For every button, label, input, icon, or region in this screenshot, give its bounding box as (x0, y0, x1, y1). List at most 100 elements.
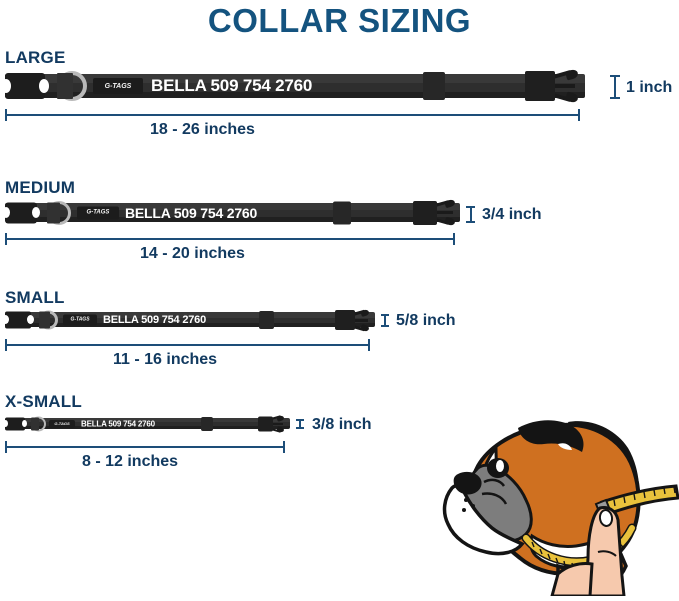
dog-ear-highlight (558, 443, 572, 450)
collar-end-tab (2, 311, 34, 328)
size-label-xsmall: X-SMALL (5, 392, 82, 411)
height-indicator-large (610, 75, 620, 99)
length-label-medium: 14 - 20 inches (140, 245, 245, 262)
length-dimension-line (5, 114, 580, 116)
length-dimension-cap-right (578, 109, 580, 121)
brand-logo-plate: G-TAGS (93, 78, 143, 94)
end-tab-notch (3, 420, 8, 427)
buckle-prong-mid (271, 423, 283, 425)
personalization-text: BELLA 509 754 2760 (125, 204, 258, 221)
strap-highlight (5, 74, 585, 84)
collar-end-tab (2, 202, 40, 223)
brand-logo-text: G-TAGS (54, 420, 70, 426)
width-label-xsmall: 3/8 inch (312, 416, 372, 433)
height-indicator-stem (299, 419, 301, 429)
strap-keeper (423, 72, 445, 100)
personalization-text: BELLA 509 754 2760 (81, 419, 155, 428)
strap-highlight (5, 418, 290, 423)
boxer-dog-icon (442, 420, 679, 598)
height-indicator-small (381, 314, 389, 327)
tape-tail-ticks (613, 486, 676, 507)
brand-logo-text: G-TAGS (104, 82, 132, 90)
height-indicator-medium (466, 206, 475, 223)
end-tab-notch (2, 315, 9, 324)
brand-logo-plate: G-TAGS (49, 419, 75, 428)
buckle-prong-mid (553, 84, 575, 88)
dog-whisker-dot (462, 508, 466, 512)
d-ring-strap-loop (31, 417, 39, 430)
page-title: COLLAR SIZING (207, 2, 472, 39)
height-indicator-cap-bottom (296, 427, 304, 429)
length-dimension-cap-left (5, 339, 7, 351)
collar-end-tab (3, 417, 27, 430)
end-tab-notch (22, 420, 27, 427)
height-indicator-stem (469, 206, 472, 223)
height-indicator-cap-top (466, 206, 475, 208)
height-indicator-cap-top (610, 75, 620, 77)
dog-muzzle-wrinkle (481, 492, 508, 505)
buckle-prong-mid (353, 319, 368, 322)
buckle-body (525, 71, 555, 101)
buckle-prong-mid (435, 211, 453, 214)
height-indicator-cap-top (296, 419, 304, 421)
height-indicator-stem (614, 75, 616, 99)
strap-keeper (201, 416, 213, 431)
brand-logo-plate: G-TAGS (77, 206, 119, 219)
size-label-small: SMALL (5, 288, 65, 307)
collar-graphic-large: G-TAGS BELLA 509 754 2760 (1, 68, 585, 104)
length-dimension-line (5, 238, 455, 240)
collar-graphic-small: G-TAGS BELLA 509 754 2760 (2, 309, 375, 332)
end-tab-notch (27, 315, 34, 324)
buckle-body (413, 200, 437, 225)
height-indicator-cap-bottom (610, 97, 620, 99)
dog-ear-top (518, 420, 584, 452)
collar-strap (5, 418, 290, 429)
collar-graphic-medium: G-TAGS BELLA 509 754 2760 (2, 198, 460, 227)
end-tab-notch (2, 207, 10, 218)
dog-muzzle-wrinkle (483, 478, 506, 487)
hand-fist (550, 562, 594, 598)
collar-end-tab (1, 73, 49, 99)
strap-keeper (333, 201, 351, 224)
strap-highlight (5, 203, 460, 211)
strap-shadow (5, 91, 585, 98)
brand-logo-plate: G-TAGS (63, 314, 97, 325)
length-dimension-cap-right (283, 441, 285, 453)
d-ring-strap-loop (57, 73, 73, 99)
height-indicator-xsmall (296, 419, 304, 429)
d-ring-strap-loop (39, 311, 50, 328)
length-dimension-line (5, 344, 370, 346)
length-dimension-cap-right (368, 339, 370, 351)
height-indicator-cap-top (381, 314, 389, 316)
dog-nose (453, 471, 482, 495)
length-dimension-cap-left (5, 441, 7, 453)
height-indicator-stem (384, 314, 386, 327)
strap-shadow (5, 426, 290, 429)
brand-logo-text: G-TAGS (86, 209, 110, 216)
end-tab-notch (1, 79, 11, 93)
personalization-text: BELLA 509 754 2760 (103, 313, 207, 326)
collar-strap (5, 312, 375, 327)
length-label-small: 11 - 16 inches (113, 351, 218, 368)
tape-tail (599, 484, 679, 516)
dog-eye-highlight (496, 460, 504, 472)
length-dimension-cap-left (5, 233, 7, 245)
height-indicator-cap-bottom (381, 325, 389, 327)
buckle-body (335, 309, 355, 330)
length-dimension-line (5, 446, 285, 448)
strap-shadow (5, 217, 460, 222)
strap-shadow (5, 323, 375, 327)
width-label-large: 1 inch (626, 79, 673, 96)
length-label-xsmall: 8 - 12 inches (82, 453, 179, 470)
end-tab-notch (39, 79, 49, 93)
length-dimension-cap-right (453, 233, 455, 245)
length-label-large: 18 - 26 inches (150, 121, 255, 138)
personalization-text: BELLA 509 754 2760 (151, 76, 313, 95)
fingernail (598, 509, 614, 527)
finger-crease (597, 550, 617, 557)
size-label-large: LARGE (5, 48, 66, 67)
dog-whisker-dot (471, 504, 475, 508)
end-tab-notch (32, 207, 40, 218)
buckle-body (258, 416, 273, 431)
width-label-small: 5/8 inch (396, 312, 456, 329)
